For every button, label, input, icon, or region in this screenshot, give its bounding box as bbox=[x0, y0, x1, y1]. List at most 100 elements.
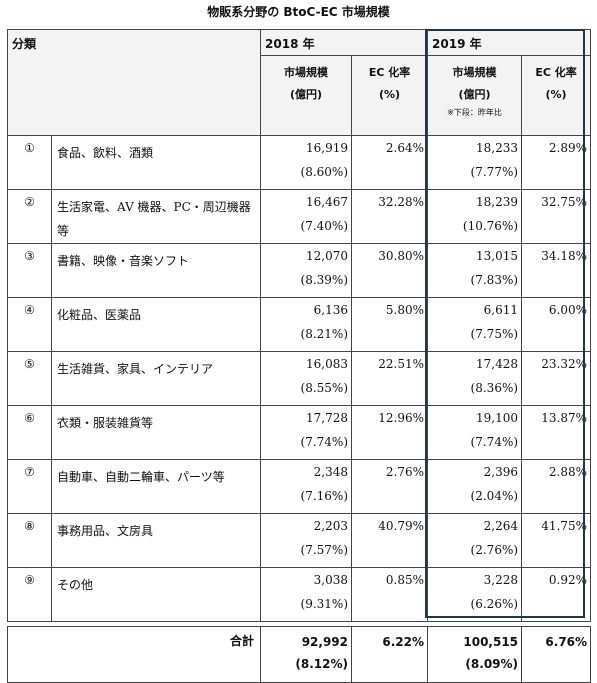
growth-2018: (9.31%) bbox=[300, 597, 349, 611]
header-note: ※下段：昨年比 bbox=[447, 108, 502, 117]
row-category: 生活家電、AV 機器、PC・周辺機器等 bbox=[50, 189, 262, 244]
header-year-2018-label: 2018 年 bbox=[265, 37, 315, 51]
ec-rate-2018: 0.85% bbox=[385, 573, 425, 587]
row-value-2019: 6,611 (7.75%) bbox=[427, 297, 523, 352]
table-row: ⑧ 事務用品、文房具 2,203 (7.57%) 40.79% 2,264 (2.76%) 4… bbox=[7, 513, 592, 568]
row-rate-2019: 41.75% bbox=[521, 513, 592, 568]
total-market-size-2019: 100,515 bbox=[463, 635, 519, 649]
total-value-2019: 100,515 (8.09%) bbox=[427, 626, 523, 683]
market-size-label: 市場規模 bbox=[284, 66, 329, 79]
market-size-2019: 13,015 bbox=[476, 249, 519, 263]
row-value-2018: 2,203 (7.57%) bbox=[260, 513, 353, 568]
row-rate-2019: 0.92% bbox=[521, 567, 592, 622]
growth-2018: (8.21%) bbox=[300, 327, 349, 341]
row-number: ③ bbox=[7, 243, 52, 298]
row-category-text: 自動車、自動二輪車、パーツ等 bbox=[57, 470, 225, 484]
row-number-text: ③ bbox=[24, 249, 35, 263]
market-size-2018: 2,348 bbox=[313, 465, 349, 479]
market-size-2019: 3,228 bbox=[483, 573, 519, 587]
row-value-2018: 12,070 (8.39%) bbox=[260, 243, 353, 298]
growth-2019: (2.04%) bbox=[470, 489, 519, 503]
growth-2018: (8.55%) bbox=[300, 381, 349, 395]
total-ec-rate-2019: 6.76% bbox=[545, 635, 588, 649]
growth-2019: (7.74%) bbox=[470, 435, 519, 449]
ec-rate-2018: 40.79% bbox=[378, 519, 425, 533]
header-market-size-2019: 市場規模 (億円) ※下段：昨年比 bbox=[427, 55, 523, 136]
ec-rate-label: EC 化率 bbox=[368, 66, 411, 79]
header-category: 分類 bbox=[6, 29, 262, 136]
row-value-2019: 2,264 (2.76%) bbox=[427, 513, 523, 568]
row-number-text: ② bbox=[24, 195, 35, 209]
row-rate-2018: 30.80% bbox=[351, 243, 429, 298]
ec-rate-2018: 2.64% bbox=[385, 141, 425, 155]
header-year-2019-label: 2019 年 bbox=[432, 37, 482, 51]
table-title: 物販系分野の BtoC-EC 市場規模 bbox=[207, 5, 390, 19]
growth-2019: (8.36%) bbox=[470, 381, 519, 395]
row-rate-2018: 0.85% bbox=[351, 567, 429, 622]
table-row: ④ 化粧品、医薬品 6,136 (8.21%) 5.80% 6,611 (7.75%) 6.0… bbox=[7, 297, 592, 352]
market-size-2019: 19,100 bbox=[476, 411, 519, 425]
row-value-2018: 16,083 (8.55%) bbox=[260, 351, 353, 406]
row-category: 生活雑貨、家具、インテリア bbox=[50, 351, 262, 406]
row-rate-2019: 34.18% bbox=[521, 243, 592, 298]
row-category-text: 食品、飲料、酒類 bbox=[57, 146, 154, 160]
header-year-2019: 2019 年 bbox=[427, 29, 592, 56]
growth-2018: (7.16%) bbox=[300, 489, 349, 503]
row-category: 自動車、自動二輪車、パーツ等 bbox=[50, 459, 262, 514]
ec-rate-2019: 34.18% bbox=[541, 249, 588, 263]
row-value-2019: 18,233 (7.77%) bbox=[427, 135, 523, 190]
market-size-unit: (億円) bbox=[458, 88, 491, 101]
row-rate-2018: 22.51% bbox=[351, 351, 429, 406]
row-number-text: ⑥ bbox=[24, 411, 35, 425]
market-size-2019: 2,264 bbox=[483, 519, 519, 533]
total-label: 合計 bbox=[6, 626, 262, 683]
row-rate-2018: 5.80% bbox=[351, 297, 429, 352]
row-category: 書籍、映像・音楽ソフト bbox=[50, 243, 262, 298]
ec-rate-2019: 41.75% bbox=[541, 519, 588, 533]
row-number: ⑧ bbox=[7, 513, 52, 568]
row-number: ④ bbox=[7, 297, 52, 352]
total-label-text: 合計 bbox=[230, 634, 255, 648]
header-market-size-2018: 市場規模 (億円) bbox=[260, 55, 353, 136]
market-size-2019: 6,611 bbox=[483, 303, 519, 317]
growth-2019: (6.26%) bbox=[470, 597, 519, 611]
market-size-unit: (億円) bbox=[289, 88, 323, 101]
row-value-2019: 19,100 (7.74%) bbox=[427, 405, 523, 460]
table-row: ⑤ 生活雑貨、家具、インテリア 16,083 (8.55%) 22.51% 17,428 (… bbox=[7, 351, 592, 406]
total-value-2018: 92,992 (8.12%) bbox=[260, 626, 353, 683]
row-value-2018: 2,348 (7.16%) bbox=[260, 459, 353, 514]
ec-rate-2019: 13.87% bbox=[541, 411, 588, 425]
market-size-2019: 18,233 bbox=[476, 141, 519, 155]
header-ec-rate-2019: EC 化率 (%) bbox=[521, 55, 592, 136]
header-row-metrics: 市場規模 (億円) EC 化率 (%) 市場規模 (億円) ※下段：昨年比 EC… bbox=[7, 55, 592, 136]
ec-rate-unit: (%) bbox=[378, 88, 401, 101]
market-size-2018: 2,203 bbox=[313, 519, 349, 533]
growth-2019: (2.76%) bbox=[470, 543, 519, 557]
row-rate-2019: 2.88% bbox=[521, 459, 592, 514]
total-rate-2018: 6.22% bbox=[351, 626, 429, 683]
ec-rate-2018: 5.80% bbox=[385, 303, 425, 317]
growth-2018: (7.57%) bbox=[300, 543, 349, 557]
row-value-2019: 18,239 (10.76%) bbox=[427, 189, 523, 244]
row-category: 衣類・服装雑貨等 bbox=[50, 405, 262, 460]
row-rate-2018: 2.76% bbox=[351, 459, 429, 514]
market-size-2018: 12,070 bbox=[306, 249, 349, 263]
growth-2019: (7.75%) bbox=[470, 327, 519, 341]
growth-2018: (7.74%) bbox=[300, 435, 349, 449]
market-size-2019: 2,396 bbox=[483, 465, 519, 479]
market-size-2018: 17,728 bbox=[306, 411, 349, 425]
row-number-text: ⑨ bbox=[24, 573, 35, 587]
row-category-text: 化粧品、医薬品 bbox=[57, 308, 142, 322]
row-rate-2018: 40.79% bbox=[351, 513, 429, 568]
ec-rate-2018: 12.96% bbox=[378, 411, 425, 425]
row-rate-2019: 13.87% bbox=[521, 405, 592, 460]
row-rate-2019: 32.75% bbox=[521, 189, 592, 244]
table-row: ① 食品、飲料、酒類 16,919 (8.60%) 2.64% 18,233 (7.77%)… bbox=[7, 135, 592, 190]
row-number: ① bbox=[7, 135, 52, 190]
row-number-text: ⑦ bbox=[24, 465, 35, 479]
row-category: その他 bbox=[50, 567, 262, 622]
row-category-text: 書籍、映像・音楽ソフト bbox=[57, 254, 190, 268]
row-number: ⑤ bbox=[7, 351, 52, 406]
market-size-2019: 18,239 bbox=[476, 195, 519, 209]
growth-2018: (7.40%) bbox=[300, 219, 349, 233]
